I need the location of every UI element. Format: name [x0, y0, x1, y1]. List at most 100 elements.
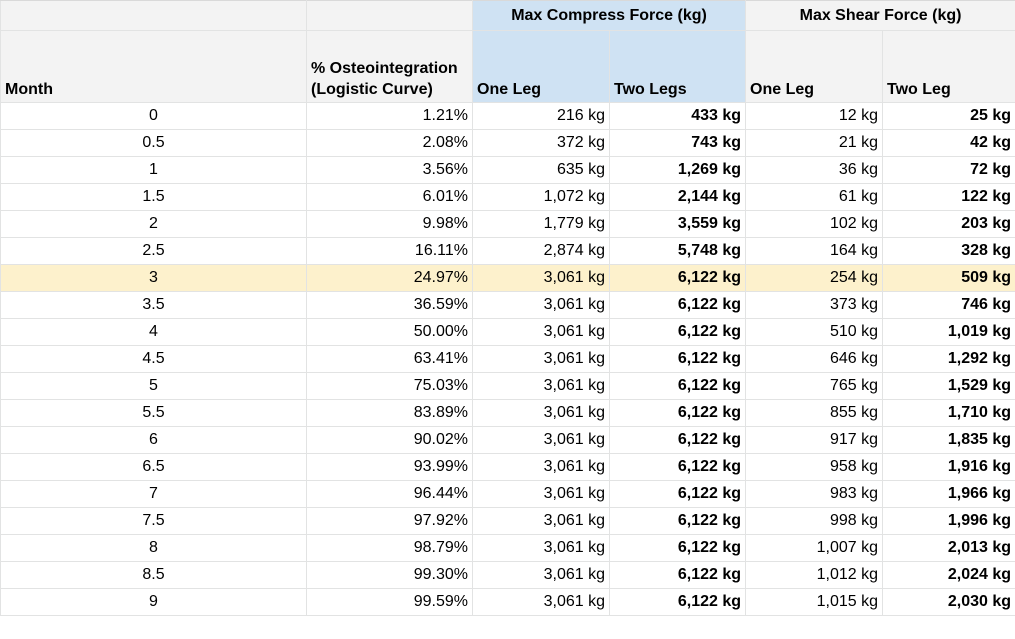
compress-two-legs-cell[interactable]: 6,122 kg [608, 426, 747, 454]
osteo-cell[interactable]: 83.89% [306, 399, 473, 427]
shear-two-leg-cell[interactable]: 746 kg [882, 291, 1015, 319]
shear-one-leg-header[interactable]: One Leg [745, 30, 884, 103]
shear-two-leg-cell[interactable]: 328 kg [882, 237, 1015, 265]
compress-one-leg-cell[interactable]: 2,874 kg [472, 237, 610, 265]
osteo-cell[interactable]: 90.02% [306, 426, 473, 454]
compress-two-legs-cell[interactable]: 6,122 kg [608, 480, 747, 508]
compress-one-leg-cell[interactable]: 3,061 kg [472, 291, 610, 319]
shear-one-leg-cell[interactable]: 164 kg [745, 237, 884, 265]
osteo-cell[interactable]: 3.56% [306, 156, 473, 184]
shear-two-leg-cell[interactable]: 2,024 kg [882, 561, 1015, 589]
compress-two-legs-cell[interactable]: 6,122 kg [608, 318, 747, 346]
month-cell[interactable]: 0.5 [0, 129, 307, 157]
shear-two-leg-cell[interactable]: 25 kg [882, 102, 1015, 130]
compress-one-leg-cell[interactable]: 3,061 kg [472, 534, 610, 562]
osteo-cell[interactable]: 24.97% [306, 264, 473, 292]
compress-one-leg-cell[interactable]: 635 kg [472, 156, 610, 184]
shear-one-leg-cell[interactable]: 36 kg [745, 156, 884, 184]
empty-header-cell[interactable] [0, 0, 307, 31]
shear-one-leg-cell[interactable]: 646 kg [745, 345, 884, 373]
compress-one-leg-cell[interactable]: 3,061 kg [472, 588, 610, 616]
shear-two-leg-cell[interactable]: 1,019 kg [882, 318, 1015, 346]
compress-two-legs-cell[interactable]: 6,122 kg [608, 345, 747, 373]
month-cell[interactable]: 6.5 [0, 453, 307, 481]
shear-two-leg-cell[interactable]: 42 kg [882, 129, 1015, 157]
compress-one-leg-cell[interactable]: 3,061 kg [472, 480, 610, 508]
month-header[interactable]: Month [0, 30, 307, 103]
shear-one-leg-cell[interactable]: 373 kg [745, 291, 884, 319]
month-cell[interactable]: 6 [0, 426, 307, 454]
compress-two-legs-cell[interactable]: 2,144 kg [608, 183, 747, 211]
month-cell[interactable]: 0 [0, 102, 307, 130]
osteo-cell[interactable]: 16.11% [306, 237, 473, 265]
osteo-cell[interactable]: 63.41% [306, 345, 473, 373]
month-cell[interactable]: 7 [0, 480, 307, 508]
compress-two-legs-cell[interactable]: 6,122 kg [608, 453, 747, 481]
compress-one-leg-cell[interactable]: 3,061 kg [472, 507, 610, 535]
shear-two-leg-cell[interactable]: 509 kg [882, 264, 1015, 292]
shear-two-leg-cell[interactable]: 1,835 kg [882, 426, 1015, 454]
compress-two-legs-cell[interactable]: 1,269 kg [608, 156, 747, 184]
shear-one-leg-cell[interactable]: 102 kg [745, 210, 884, 238]
month-cell[interactable]: 3.5 [0, 291, 307, 319]
osteo-cell[interactable]: 98.79% [306, 534, 473, 562]
shear-one-leg-cell[interactable]: 21 kg [745, 129, 884, 157]
osteo-cell[interactable]: 97.92% [306, 507, 473, 535]
osteo-cell[interactable]: 36.59% [306, 291, 473, 319]
month-cell[interactable]: 3 [0, 264, 307, 292]
compress-one-leg-cell[interactable]: 3,061 kg [472, 453, 610, 481]
shear-two-leg-header[interactable]: Two Leg [882, 30, 1015, 103]
shear-one-leg-cell[interactable]: 998 kg [745, 507, 884, 535]
compress-one-leg-cell[interactable]: 3,061 kg [472, 399, 610, 427]
compress-one-leg-cell[interactable]: 1,072 kg [472, 183, 610, 211]
shear-one-leg-cell[interactable]: 1,015 kg [745, 588, 884, 616]
osteo-cell[interactable]: 99.30% [306, 561, 473, 589]
compress-two-legs-header[interactable]: Two Legs [608, 30, 747, 103]
compress-one-leg-cell[interactable]: 3,061 kg [472, 318, 610, 346]
osteo-header[interactable]: % Osteointegration (Logistic Curve) [306, 30, 473, 103]
shear-two-leg-cell[interactable]: 1,916 kg [882, 453, 1015, 481]
compress-two-legs-cell[interactable]: 6,122 kg [608, 291, 747, 319]
osteo-cell[interactable]: 99.59% [306, 588, 473, 616]
shear-one-leg-cell[interactable]: 1,012 kg [745, 561, 884, 589]
month-cell[interactable]: 2.5 [0, 237, 307, 265]
compress-one-leg-cell[interactable]: 3,061 kg [472, 561, 610, 589]
compress-two-legs-cell[interactable]: 433 kg [608, 102, 747, 130]
osteo-cell[interactable]: 6.01% [306, 183, 473, 211]
osteo-cell[interactable]: 50.00% [306, 318, 473, 346]
shear-two-leg-cell[interactable]: 2,013 kg [882, 534, 1015, 562]
compress-two-legs-cell[interactable]: 6,122 kg [608, 372, 747, 400]
shear-two-leg-cell[interactable]: 1,966 kg [882, 480, 1015, 508]
shear-one-leg-cell[interactable]: 1,007 kg [745, 534, 884, 562]
compress-two-legs-cell[interactable]: 5,748 kg [608, 237, 747, 265]
compress-two-legs-cell[interactable]: 6,122 kg [608, 561, 747, 589]
month-cell[interactable]: 1.5 [0, 183, 307, 211]
compress-two-legs-cell[interactable]: 6,122 kg [608, 534, 747, 562]
compress-two-legs-cell[interactable]: 6,122 kg [608, 507, 747, 535]
shear-one-leg-cell[interactable]: 917 kg [745, 426, 884, 454]
compress-one-leg-cell[interactable]: 3,061 kg [472, 345, 610, 373]
osteo-cell[interactable]: 2.08% [306, 129, 473, 157]
shear-one-leg-cell[interactable]: 12 kg [745, 102, 884, 130]
shear-one-leg-cell[interactable]: 765 kg [745, 372, 884, 400]
compress-two-legs-cell[interactable]: 743 kg [608, 129, 747, 157]
compress-one-leg-cell[interactable]: 3,061 kg [472, 372, 610, 400]
shear-two-leg-cell[interactable]: 1,292 kg [882, 345, 1015, 373]
osteo-cell[interactable]: 75.03% [306, 372, 473, 400]
month-cell[interactable]: 1 [0, 156, 307, 184]
compress-group-header[interactable]: Max Compress Force (kg) [471, 0, 747, 31]
month-cell[interactable]: 4 [0, 318, 307, 346]
month-cell[interactable]: 4.5 [0, 345, 307, 373]
compress-one-leg-cell[interactable]: 3,061 kg [472, 426, 610, 454]
compress-one-leg-cell[interactable]: 1,779 kg [472, 210, 610, 238]
osteo-cell[interactable]: 9.98% [306, 210, 473, 238]
shear-two-leg-cell[interactable]: 122 kg [882, 183, 1015, 211]
shear-one-leg-cell[interactable]: 510 kg [745, 318, 884, 346]
compress-two-legs-cell[interactable]: 6,122 kg [608, 399, 747, 427]
compress-one-leg-cell[interactable]: 3,061 kg [472, 264, 610, 292]
month-cell[interactable]: 5 [0, 372, 307, 400]
shear-one-leg-cell[interactable]: 61 kg [745, 183, 884, 211]
shear-two-leg-cell[interactable]: 1,710 kg [882, 399, 1015, 427]
month-cell[interactable]: 5.5 [0, 399, 307, 427]
shear-two-leg-cell[interactable]: 203 kg [882, 210, 1015, 238]
